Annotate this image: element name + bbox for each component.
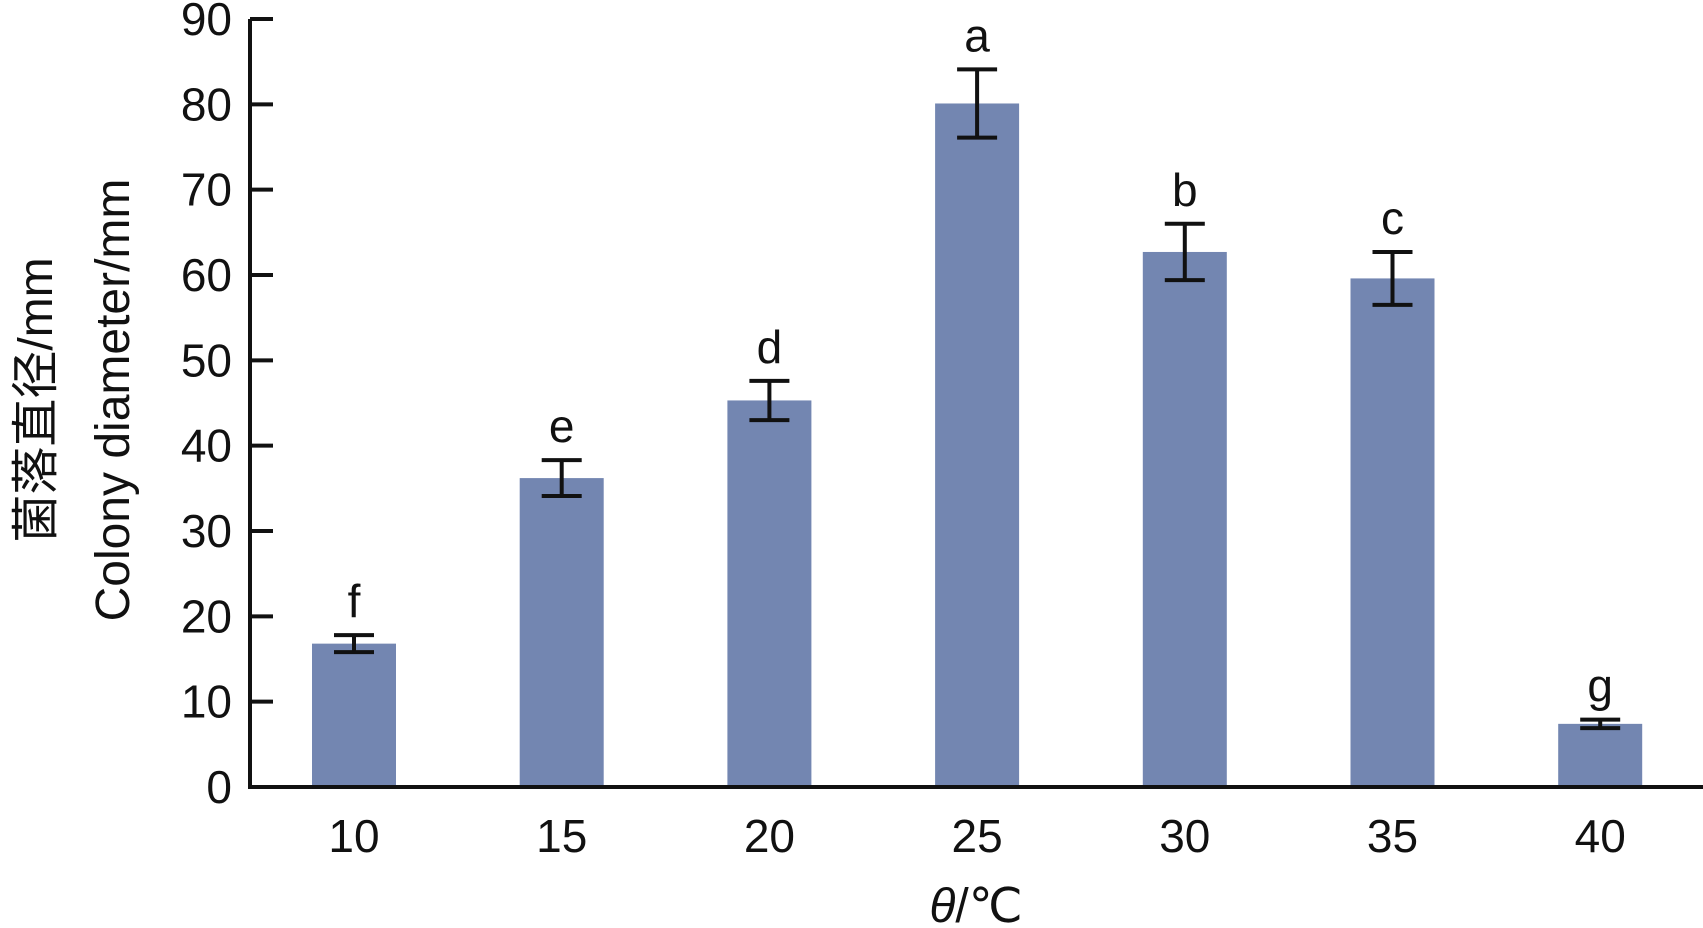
significance-label-10: f <box>348 575 361 627</box>
significance-labels-layer: f e d a b c g <box>348 9 1613 711</box>
x-axis-unit: /℃ <box>955 880 1022 928</box>
y-tick-label: 30 <box>181 505 232 557</box>
significance-label-20: d <box>757 321 783 373</box>
y-tick-label: 40 <box>181 420 232 472</box>
x-tick-label-25: 25 <box>952 810 1003 862</box>
bar-15 <box>519 478 604 787</box>
y-axis-title-cn: 菌落直径/mm <box>10 257 63 542</box>
x-tick-label-35: 35 <box>1367 810 1418 862</box>
y-tick-label: 90 <box>181 0 232 45</box>
y-tick-label: 50 <box>181 334 232 386</box>
bars-layer <box>312 103 1643 788</box>
y-tick-label: 70 <box>181 164 232 216</box>
significance-label-40: g <box>1587 660 1613 712</box>
y-tick-label: 60 <box>181 249 232 301</box>
y-tick-label: 10 <box>181 676 232 728</box>
bar-25 <box>935 103 1020 788</box>
significance-label-30: b <box>1172 164 1198 216</box>
bar-10 <box>312 643 396 787</box>
x-tick-label-40: 40 <box>1575 810 1626 862</box>
bar-35 <box>1350 278 1435 787</box>
significance-label-35: c <box>1381 192 1404 244</box>
y-axis-title-en: Colony diameter/mm <box>87 179 140 622</box>
bar-40 <box>1558 723 1643 787</box>
y-ticks-layer: 0 10 20 30 40 50 60 70 80 90 <box>181 0 273 813</box>
x-ticks-layer: 10 15 20 25 30 35 40 <box>328 810 1625 862</box>
significance-label-25: a <box>964 9 990 61</box>
significance-label-15: e <box>549 400 575 452</box>
x-tick-label-20: 20 <box>744 810 795 862</box>
x-tick-label-10: 10 <box>328 810 379 862</box>
y-tick-label: 20 <box>181 590 232 642</box>
x-axis-symbol: θ <box>929 880 955 928</box>
x-axis-title: θ/℃ <box>929 880 1022 928</box>
x-tick-label-15: 15 <box>536 810 587 862</box>
error-bars-layer <box>334 67 1621 731</box>
y-tick-label: 80 <box>181 78 232 130</box>
y-tick-label: 0 <box>206 761 232 813</box>
bar-30 <box>1142 251 1227 787</box>
axes-layer <box>248 19 1703 789</box>
x-tick-label-30: 30 <box>1159 810 1210 862</box>
bar-20 <box>727 400 812 787</box>
